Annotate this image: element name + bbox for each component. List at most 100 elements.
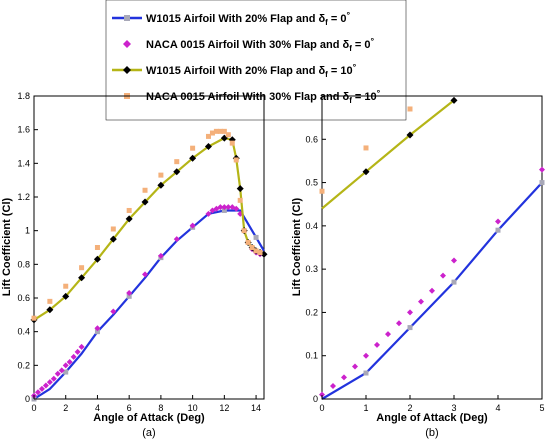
legend-label: NACA 0015 Airfoil With 30% Flap and δf =… [146, 88, 381, 105]
data-point [221, 207, 227, 213]
series-layer [319, 96, 545, 400]
data-point [407, 309, 413, 316]
data-point [189, 154, 197, 162]
data-point [407, 325, 413, 331]
y-tick-label: 0 [25, 394, 30, 404]
series-line [321, 99, 455, 210]
data-point [63, 369, 69, 375]
data-point [94, 325, 101, 332]
data-point [429, 287, 435, 294]
series-3 [321, 96, 458, 210]
data-point [253, 248, 259, 254]
data-point [66, 358, 73, 365]
legend-entry-w10: W1015 Airfoil With 20% Flap and δf = 10° [112, 62, 357, 79]
y-tick-labels: 0 0.2 0.4 0.6 0.8 1 1.2 1.4 1.6 1.8 [17, 91, 38, 404]
data-point [63, 283, 69, 289]
series-line [33, 137, 265, 321]
data-point [157, 252, 164, 259]
series-4 [31, 128, 263, 321]
data-point [229, 140, 235, 146]
chart-panel-b: 0 1 2 3 4 5 0 0.1 0.2 0.3 0.4 0.5 0.6 Angle of Atta… [291, 95, 545, 439]
data-point [47, 298, 53, 304]
data-point [204, 143, 212, 150]
data-point [78, 343, 85, 350]
data-point [495, 218, 501, 225]
y-tick-label: 1.6 [17, 125, 30, 135]
data-point [74, 348, 81, 355]
data-point [78, 274, 86, 282]
x-tick-label: 5 [539, 403, 544, 413]
data-point [109, 235, 117, 243]
x-tick-label: 3 [451, 403, 456, 413]
panel-caption: (a) [142, 427, 155, 439]
legend-swatch-marker [123, 66, 131, 74]
data-point [46, 379, 53, 386]
data-point [125, 215, 133, 223]
data-point [54, 370, 61, 377]
data-point [221, 204, 228, 211]
x-tick-label: 4 [95, 403, 100, 413]
y-tick-label: 0.1 [305, 351, 318, 361]
y-axis-label: Lift Coefficient (Cl) [291, 197, 303, 296]
data-point [62, 362, 69, 369]
legend-entry-n10: NACA 0015 Airfoil With 30% Flap and δf =… [124, 88, 381, 105]
data-point [209, 130, 215, 136]
data-point [374, 341, 380, 348]
x-tick-label: 10 [188, 403, 198, 413]
data-point [451, 257, 457, 264]
legend-entry-n0: NACA 0015 Airfoil With 30% Flap and δf =… [123, 36, 375, 53]
x-axis-label: Angle of Attack (Deg) [376, 412, 488, 424]
data-point [94, 329, 100, 335]
data-point [385, 331, 391, 338]
data-point [142, 271, 149, 278]
data-point [237, 197, 243, 203]
data-point [225, 132, 231, 138]
data-point [341, 374, 347, 381]
data-point [539, 180, 545, 186]
data-point [495, 227, 501, 233]
data-point [363, 145, 369, 151]
data-point [362, 168, 370, 176]
data-point [38, 385, 45, 392]
data-point [440, 272, 446, 279]
x-tick-labels: 0 2 4 6 8 10 12 14 [31, 395, 261, 413]
series-2 [319, 166, 545, 398]
y-axis-label: Lift Coefficient (Cl) [1, 197, 13, 296]
data-point [173, 168, 181, 176]
data-point [42, 382, 49, 389]
data-point [217, 128, 223, 134]
data-point [241, 228, 247, 234]
data-point [539, 166, 545, 173]
data-point [450, 96, 458, 104]
x-axis-label: Angle of Attack (Deg) [93, 412, 205, 424]
data-point [249, 245, 255, 250]
x-tick-label: 8 [158, 403, 163, 413]
series-layer [30, 128, 268, 402]
series-line [321, 181, 543, 400]
data-point [46, 306, 54, 314]
y-tick-labels: 0 0.1 0.2 0.3 0.4 0.5 0.6 [305, 134, 326, 404]
data-point [93, 255, 101, 263]
plot-frame [321, 95, 543, 400]
data-point [319, 391, 325, 398]
data-point [157, 181, 165, 189]
legend: W1015 Airfoil With 20% Flap and δf = 0° … [105, 0, 407, 121]
data-point [70, 353, 77, 360]
y-tick-label: 0.4 [17, 327, 30, 337]
x-tick-label: 4 [495, 403, 500, 413]
legend-label: W1015 Airfoil With 20% Flap and δf = 10° [146, 62, 357, 79]
x-tick-label: 14 [251, 403, 261, 413]
data-point [126, 207, 132, 213]
data-point [418, 298, 424, 305]
data-point [141, 198, 149, 206]
x-tick-label: 12 [219, 403, 229, 413]
data-point [94, 245, 100, 250]
y-tick-label: 0.6 [305, 134, 318, 144]
y-tick-label: 0.4 [305, 221, 318, 231]
legend-label: NACA 0015 Airfoil With 30% Flap and δf =… [146, 36, 375, 53]
x-tick-label: 1 [363, 403, 368, 413]
data-point [330, 383, 336, 390]
chart-panel-a: 0 2 4 6 8 10 12 14 0 0.2 0.4 0.6 0.8 1 1.2 1.4 1.6 1.8 A… [1, 91, 268, 439]
data-point [257, 250, 263, 256]
